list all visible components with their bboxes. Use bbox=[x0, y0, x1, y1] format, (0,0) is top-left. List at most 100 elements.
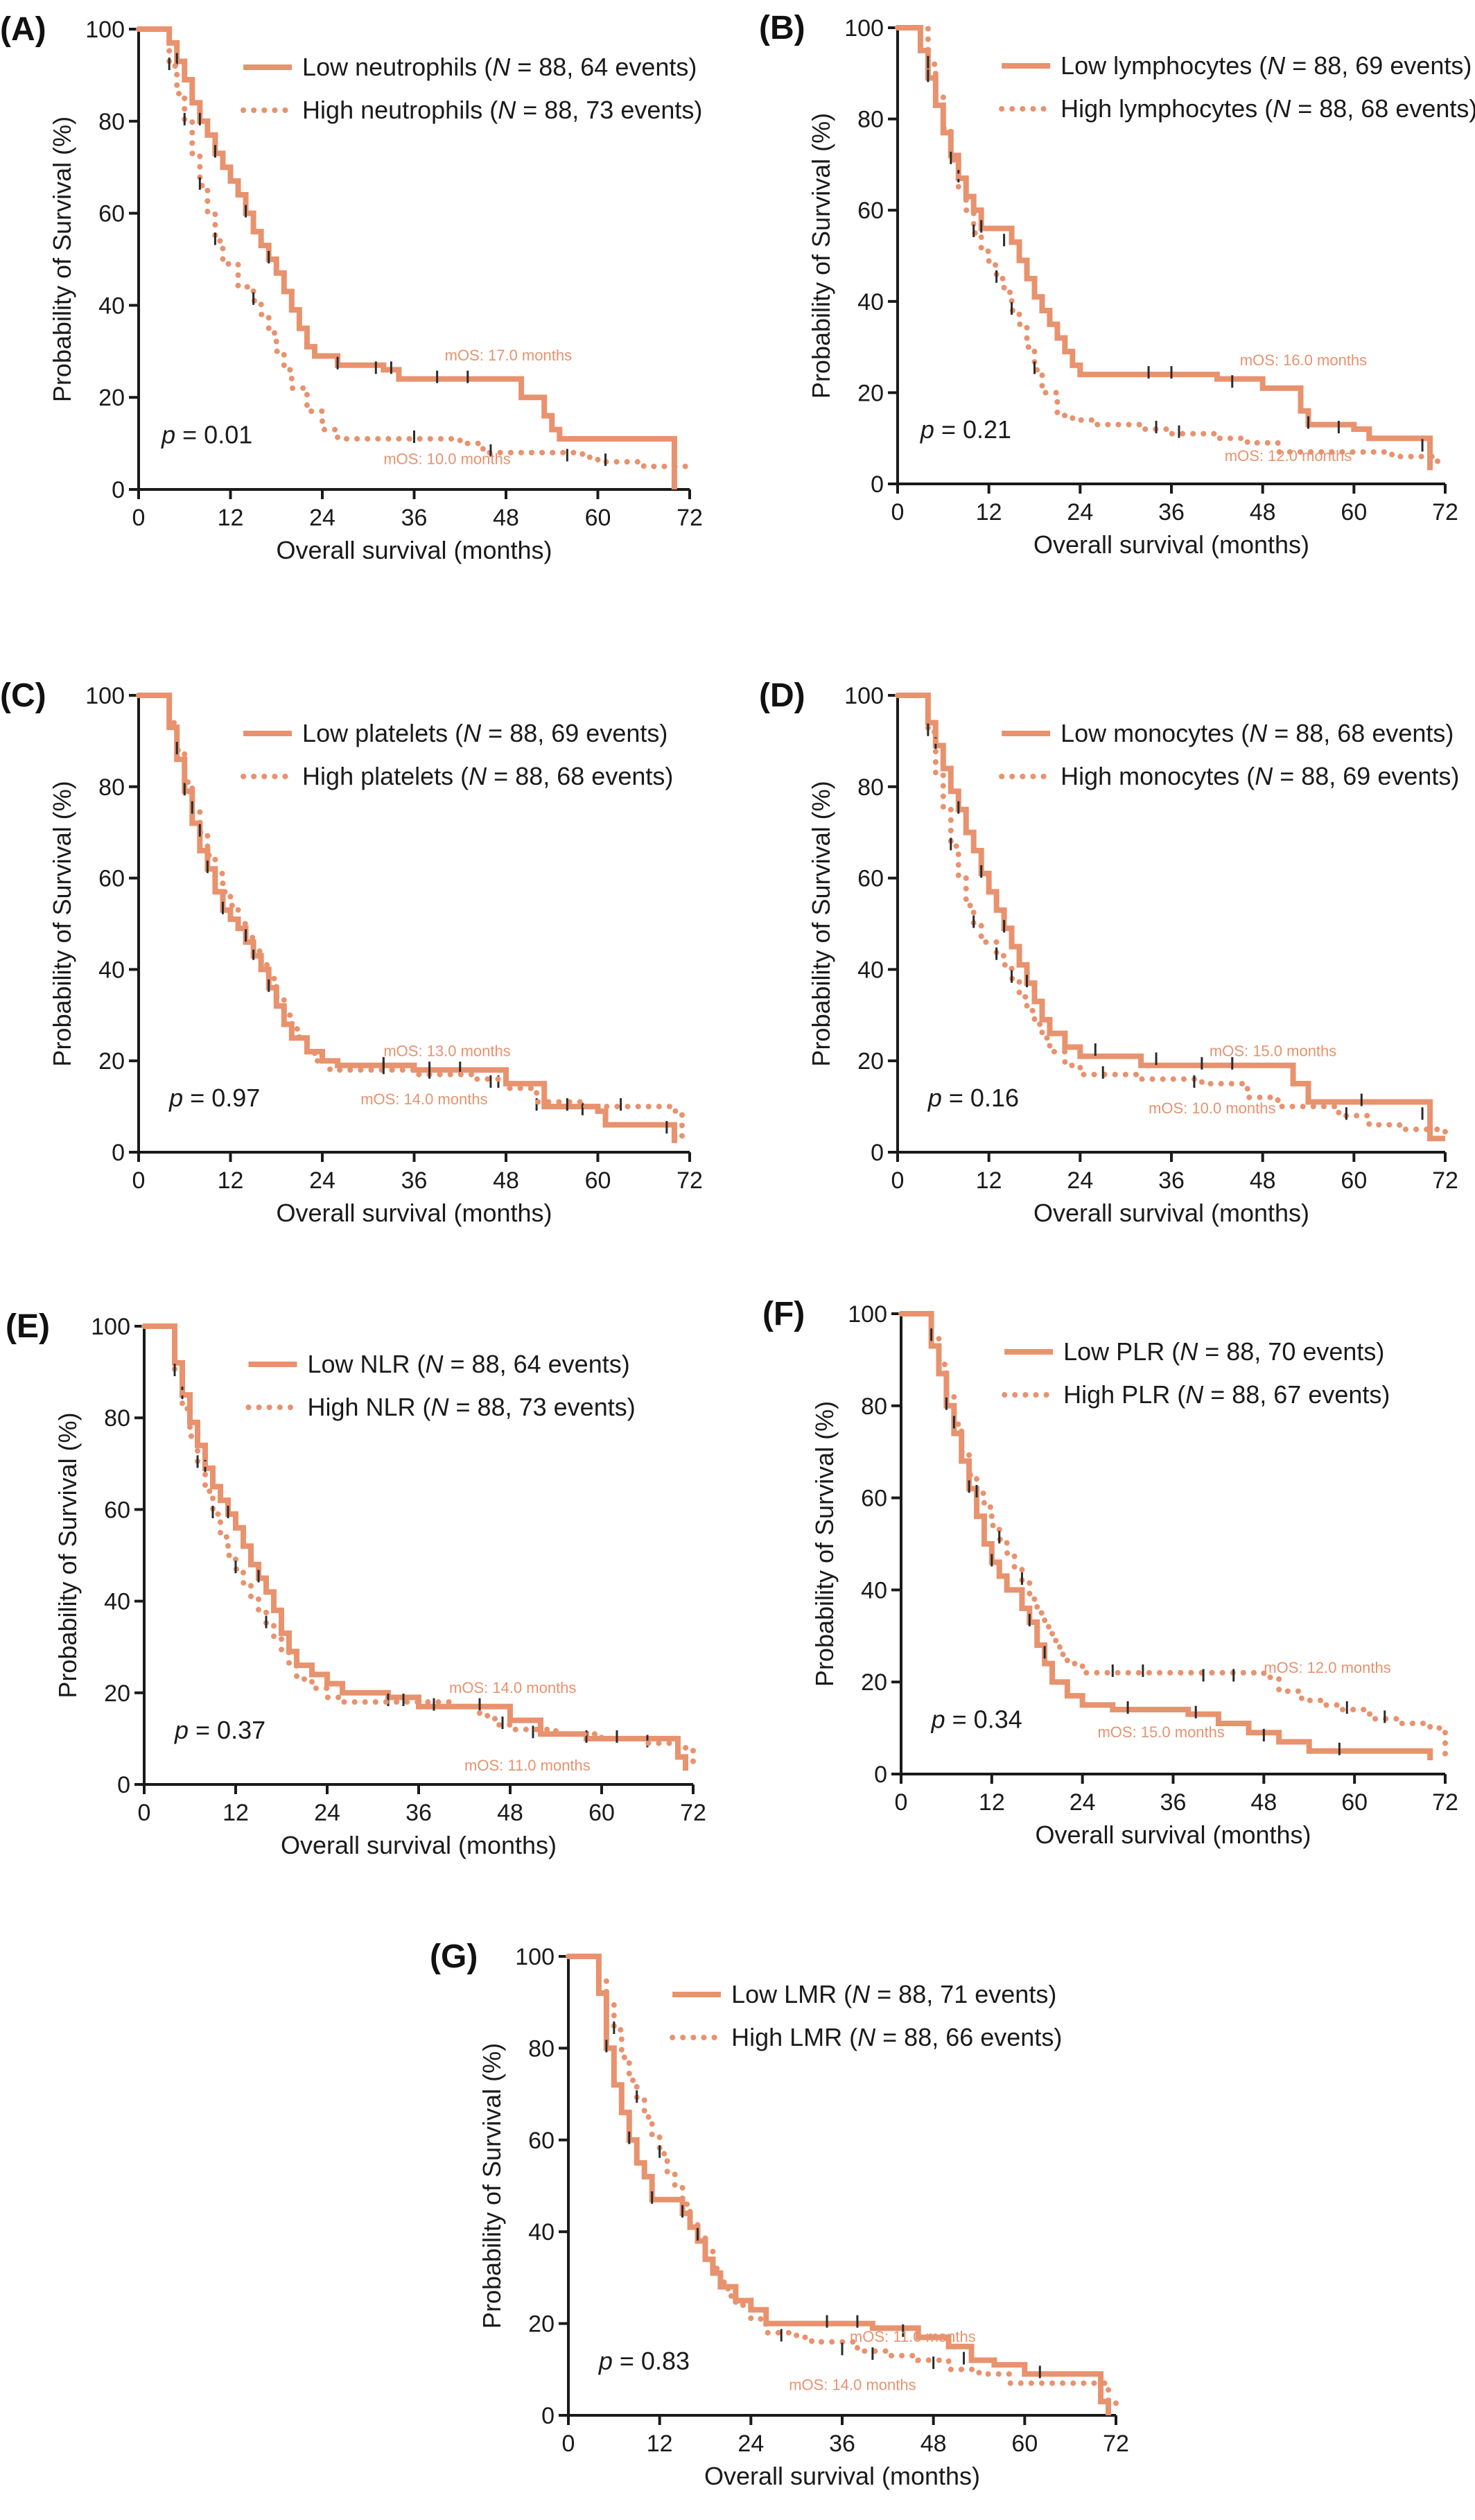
x-tick-label: 36 bbox=[401, 1167, 428, 1194]
legend-n-symbol: N bbox=[1180, 1337, 1198, 1366]
y-tick-label: 100 bbox=[85, 17, 125, 43]
legend-entry: Low monocytes (N = 88, 68 events) bbox=[1061, 719, 1454, 747]
y-tick-label: 0 bbox=[117, 1772, 130, 1798]
y-tick-label: 20 bbox=[104, 1680, 130, 1707]
km-curve-low bbox=[898, 25, 1433, 471]
y-tick-label: 0 bbox=[874, 1762, 887, 1788]
p-value: = 0.16 bbox=[942, 1084, 1019, 1112]
panel-label: (A) bbox=[0, 11, 46, 48]
x-tick-label: 36 bbox=[405, 1800, 432, 1826]
legend-events: 73 events) bbox=[519, 1393, 636, 1421]
y-tick-label: 40 bbox=[98, 957, 125, 983]
median-os-label: mOS: 15.0 months bbox=[1097, 1723, 1224, 1741]
y-tick-label: 20 bbox=[857, 1048, 884, 1075]
legend-events: 69 events) bbox=[551, 719, 667, 747]
p-value: = 0.83 bbox=[613, 2347, 690, 2375]
p-symbol: p bbox=[598, 2347, 613, 2375]
legend-series-name: Low platelets ( bbox=[302, 719, 463, 747]
y-tick-label: 20 bbox=[857, 380, 884, 406]
x-tick-label: 72 bbox=[1432, 1789, 1458, 1816]
km-panel-1: (B) 0 20 40 60 80 100 0 12 24 36 48 60 72 Overall surv… bbox=[759, 10, 1475, 559]
y-axis-label: Probability of Survival (%) bbox=[807, 113, 835, 399]
p-symbol: p bbox=[174, 1716, 189, 1744]
x-tick-label: 24 bbox=[1067, 1167, 1093, 1194]
p-value: = 0.34 bbox=[945, 1705, 1022, 1734]
y-axis-label: Probability of Survival (%) bbox=[807, 781, 835, 1066]
x-tick-label: 24 bbox=[309, 505, 335, 531]
legend-n-value: = 88, bbox=[875, 2023, 945, 2051]
y-axis-label: Probability of Survival (%) bbox=[53, 1412, 82, 1698]
km-panel-4: (E) 0 20 40 60 80 100 0 12 24 36 48 60 72 Overall surv… bbox=[6, 1308, 706, 1859]
legend-n-value: = 88, bbox=[510, 53, 580, 81]
y-tick-label: 80 bbox=[857, 774, 884, 801]
y-tick-label: 0 bbox=[871, 1140, 884, 1166]
legend-entry: Low neutrophils (N = 88, 64 events) bbox=[302, 53, 697, 81]
legend-n-symbol: N bbox=[852, 1980, 871, 2008]
legend-n-value: = 88, bbox=[449, 1393, 519, 1421]
panel-label: (F) bbox=[762, 1296, 805, 1332]
legend-series-name: High platelets ( bbox=[302, 762, 469, 790]
p-value: = 0.97 bbox=[183, 1084, 260, 1112]
x-axis-label: Overall survival (months) bbox=[1035, 1821, 1311, 1849]
x-tick-label: 12 bbox=[976, 499, 1002, 525]
median-os-label: mOS: 16.0 months bbox=[1240, 351, 1367, 369]
x-tick-label: 60 bbox=[1341, 1789, 1368, 1816]
y-tick-label: 100 bbox=[844, 15, 884, 42]
y-tick-label: 20 bbox=[861, 1669, 887, 1696]
y-tick-label: 20 bbox=[98, 1048, 125, 1075]
x-tick-label: 36 bbox=[401, 505, 428, 531]
km-panel-2: (C) 0 20 40 60 80 100 0 12 24 36 48 60 72 Overall surv… bbox=[0, 677, 703, 1227]
p-value-label: p = 0.37 bbox=[174, 1716, 265, 1744]
legend-n-value: = 88, bbox=[481, 719, 551, 747]
p-value-label: p = 0.16 bbox=[927, 1084, 1019, 1112]
x-axis-label: Overall survival (months) bbox=[704, 2462, 980, 2490]
y-tick-label: 100 bbox=[844, 683, 884, 709]
legend-n-value: = 88, bbox=[1291, 94, 1361, 123]
legend-events: 71 events) bbox=[940, 1980, 1056, 2008]
median-os-label: mOS: 12.0 months bbox=[1225, 447, 1352, 464]
legend-entry: High PLR (N = 88, 67 events) bbox=[1063, 1380, 1390, 1409]
legend-n-symbol: N bbox=[469, 762, 487, 790]
y-tick-label: 60 bbox=[528, 2128, 555, 2154]
legend-n-value: = 88, bbox=[487, 762, 557, 790]
x-tick-label: 60 bbox=[585, 505, 611, 531]
x-tick-label: 24 bbox=[309, 1167, 335, 1194]
x-tick-label: 60 bbox=[1341, 499, 1367, 525]
p-symbol: p bbox=[927, 1084, 942, 1112]
median-os-label: mOS: 17.0 months bbox=[445, 347, 572, 364]
x-tick-label: 72 bbox=[1432, 499, 1458, 525]
median-os-label: mOS: 10.0 months bbox=[1149, 1100, 1275, 1117]
legend-events: 73 events) bbox=[586, 96, 702, 124]
x-tick-label: 12 bbox=[222, 1800, 249, 1826]
legend-entry: High neutrophils (N = 88, 73 events) bbox=[302, 96, 702, 124]
legend-n-symbol: N bbox=[426, 1350, 444, 1378]
p-value-label: p = 0.83 bbox=[598, 2347, 690, 2375]
y-tick-label: 0 bbox=[541, 2403, 555, 2429]
legend-series-name: Low neutrophils ( bbox=[302, 53, 492, 81]
y-tick-label: 40 bbox=[857, 957, 884, 983]
y-tick-label: 40 bbox=[528, 2219, 555, 2245]
x-tick-label: 24 bbox=[1070, 1789, 1096, 1816]
x-tick-label: 0 bbox=[891, 1167, 905, 1194]
x-tick-label: 72 bbox=[677, 1167, 703, 1194]
x-axis-label: Overall survival (months) bbox=[276, 1199, 552, 1227]
x-tick-label: 72 bbox=[677, 505, 703, 531]
legend-entry: High lymphocytes (N = 88, 68 events) bbox=[1061, 94, 1475, 123]
x-tick-label: 60 bbox=[585, 1167, 611, 1194]
legend-series-name: High monocytes ( bbox=[1061, 762, 1255, 790]
legend-events: 66 events) bbox=[945, 2023, 1062, 2051]
p-value-label: p = 0.21 bbox=[920, 415, 1011, 444]
x-tick-label: 0 bbox=[895, 1789, 908, 1816]
km-curve-high bbox=[895, 25, 1441, 469]
x-axis-label: Overall survival (months) bbox=[276, 536, 552, 564]
y-tick-label: 100 bbox=[85, 683, 125, 709]
y-tick-label: 60 bbox=[857, 198, 884, 224]
p-value: = 0.21 bbox=[934, 415, 1011, 444]
y-tick-label: 80 bbox=[98, 109, 125, 135]
legend-events: 64 events) bbox=[514, 1350, 630, 1378]
legend-events: 69 events) bbox=[1355, 51, 1472, 80]
y-tick-label: 80 bbox=[98, 774, 125, 801]
x-tick-label: 48 bbox=[1250, 1789, 1277, 1816]
legend-n-value: = 88, bbox=[1267, 719, 1337, 747]
km-panel-5: (F) 0 20 40 60 80 100 0 12 24 36 48 60 72 Overall surv… bbox=[762, 1296, 1458, 1849]
